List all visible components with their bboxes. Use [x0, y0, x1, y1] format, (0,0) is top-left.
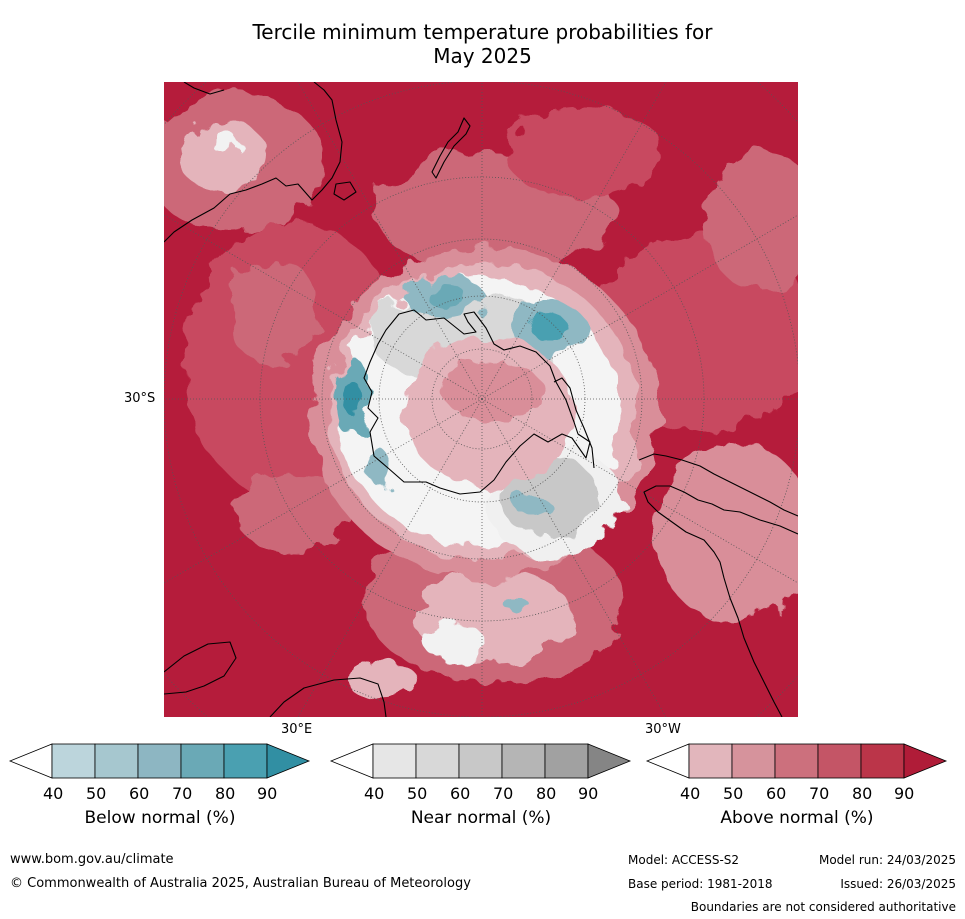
tick-label: 60 [450, 784, 471, 803]
tick-label: 40 [680, 784, 701, 803]
colorbar-below [8, 743, 311, 779]
africa-coastline [164, 641, 387, 717]
colorbar-segment [94, 743, 139, 779]
colorbar-segment [223, 743, 268, 779]
colorbar-above [645, 743, 948, 779]
title-line-2: May 2025 [433, 44, 532, 68]
colorbar-segment [458, 743, 503, 779]
colorbar-extend-high [266, 743, 311, 779]
model-run-date: Model run: 24/03/2025 [818, 853, 956, 867]
legend-above-normal [645, 742, 948, 780]
colorbar-segment [180, 743, 225, 779]
colorbar-extend-low [329, 743, 374, 779]
lat-label-30s: 30°S [124, 391, 156, 406]
tick-label: 70 [809, 784, 830, 803]
map-svg [164, 82, 798, 717]
boundaries-disclaimer: Boundaries are not considered authoritat… [690, 900, 956, 914]
colorbar-segment [137, 743, 182, 779]
probability-map [164, 82, 798, 717]
south-america-coastline [638, 453, 798, 717]
tick-label: 40 [364, 784, 385, 803]
lon-label-30w: 30°W [645, 722, 681, 737]
legend-near-normal [329, 742, 632, 780]
legend-title-below: Below normal (%) [84, 808, 236, 828]
copyright-text: © Commonwealth of Australia 2025, Austra… [10, 876, 471, 891]
lon-label-30e: 30°E [281, 722, 313, 737]
colorbar-segment [415, 743, 460, 779]
tick-label: 80 [852, 784, 873, 803]
new-zealand-coastline [431, 117, 471, 179]
colorbar-segment [501, 743, 546, 779]
legend-title-near: Near normal (%) [410, 808, 552, 828]
tick-label: 80 [215, 784, 236, 803]
colorbar-extend-high [587, 743, 632, 779]
graticule [164, 82, 798, 717]
colorbar-segment [731, 743, 776, 779]
colorbar-near [329, 743, 632, 779]
tick-label: 90 [257, 784, 278, 803]
australia-coastline [164, 82, 343, 243]
antarctica-coastline [363, 309, 591, 495]
colorbar-segment [817, 743, 862, 779]
colorbar-segment [688, 743, 733, 779]
legend-title-above: Above normal (%) [720, 808, 874, 828]
legend-below-normal [8, 742, 311, 780]
colorbar-extend-high [903, 743, 948, 779]
probability-fields [164, 92, 798, 702]
colorbar-extend-low [645, 743, 690, 779]
tick-label: 50 [86, 784, 107, 803]
tick-label: 70 [493, 784, 514, 803]
map-title: Tercile minimum temperature probabilitie… [0, 20, 965, 68]
tick-label: 90 [578, 784, 599, 803]
coastlines [164, 82, 798, 717]
tasmania-coastline [333, 181, 357, 201]
colorbar-segment [51, 743, 96, 779]
tick-label: 50 [407, 784, 428, 803]
title-line-1: Tercile minimum temperature probabilitie… [252, 20, 713, 44]
model-name: Model: ACCESS-S2 [628, 853, 740, 867]
website-link[interactable]: www.bom.gov.au/climate [10, 852, 174, 867]
antarctic-peninsula-coastline [553, 377, 595, 469]
issued-date: Issued: 26/03/2025 [840, 877, 956, 891]
colorbar-segment [372, 743, 417, 779]
colorbar-segment [774, 743, 819, 779]
tick-label: 50 [723, 784, 744, 803]
colorbar-segment [860, 743, 905, 779]
tick-label: 60 [129, 784, 150, 803]
tick-label: 90 [894, 784, 915, 803]
tick-label: 60 [766, 784, 787, 803]
colorbar-extend-low [8, 743, 53, 779]
tick-label: 40 [43, 784, 64, 803]
colorbar-segment [544, 743, 589, 779]
tick-label: 80 [536, 784, 557, 803]
base-period: Base period: 1981-2018 [628, 877, 773, 891]
tick-label: 70 [172, 784, 193, 803]
